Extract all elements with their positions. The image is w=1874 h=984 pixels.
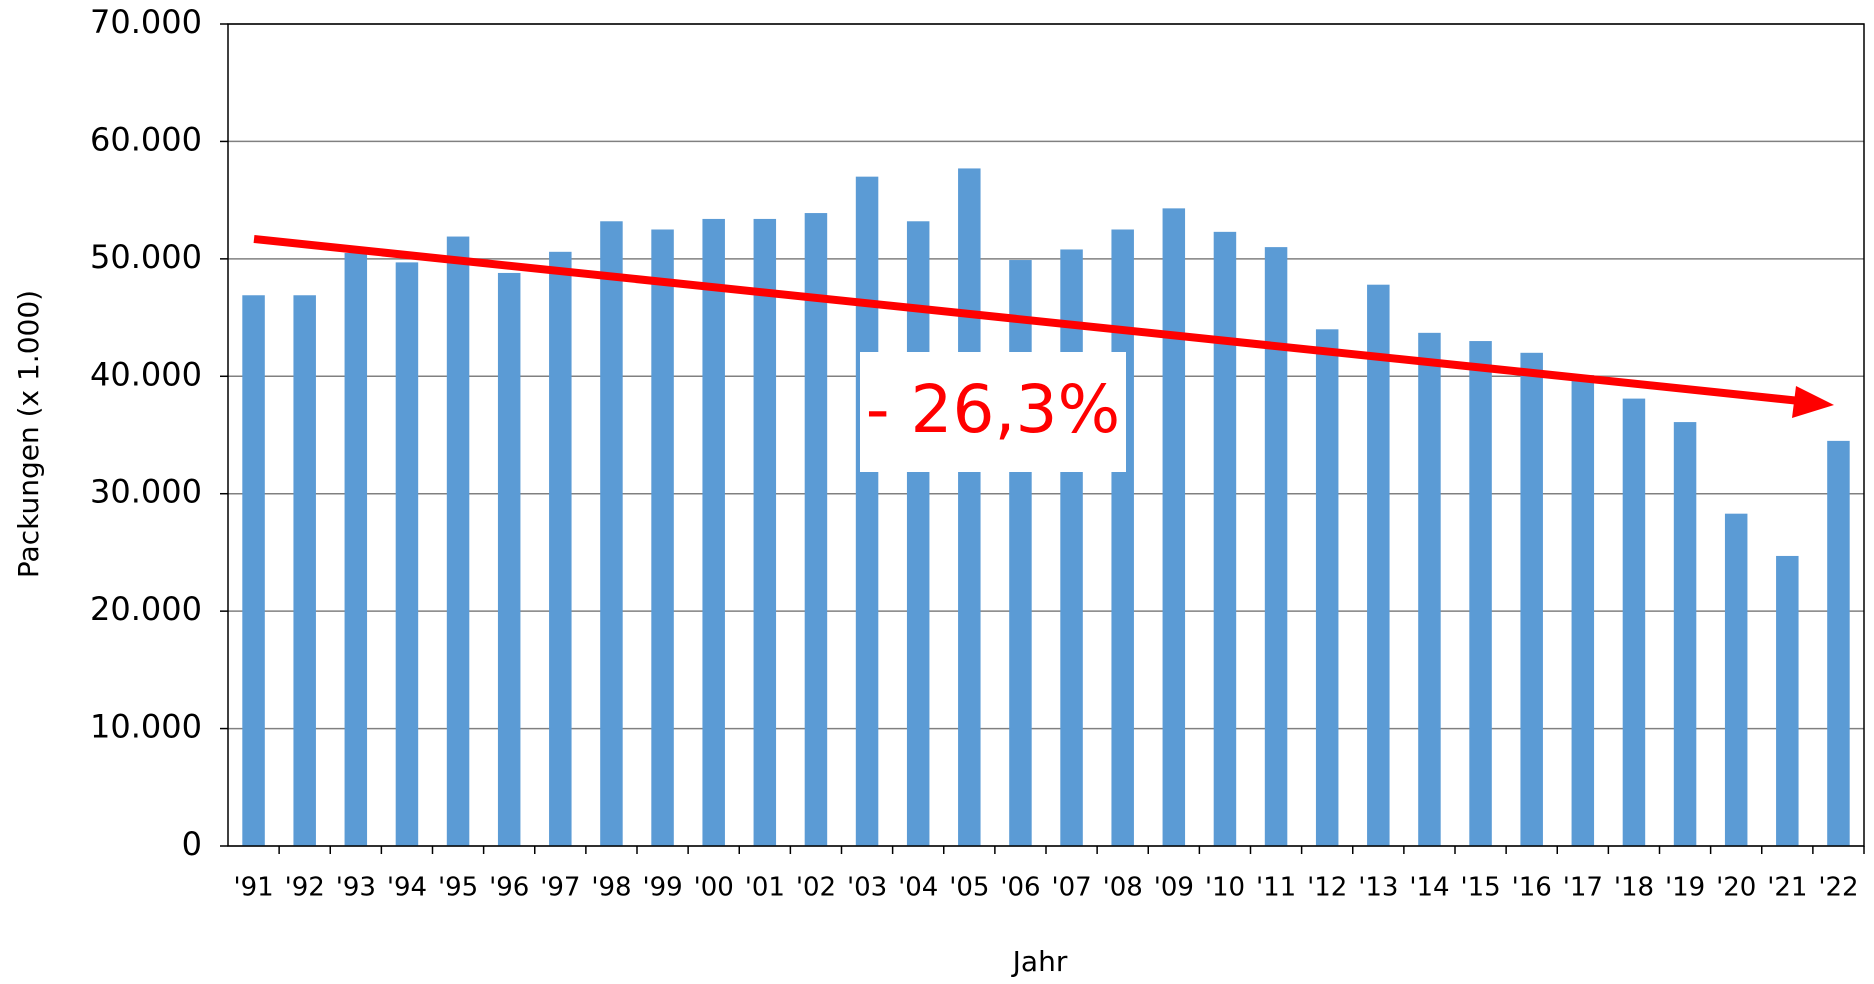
bar <box>1469 341 1492 846</box>
x-tick-label: '97 <box>540 873 580 903</box>
y-tick-label: 60.000 <box>90 120 202 158</box>
y-tick-label: 30.000 <box>90 473 202 511</box>
annotation: - 26,3% <box>866 371 1120 448</box>
bar <box>804 213 828 846</box>
y-tick-label: 20.000 <box>90 590 202 628</box>
x-tick-label: '02 <box>796 873 836 903</box>
x-tick-label: '96 <box>489 873 529 903</box>
bars <box>242 168 1850 847</box>
bar <box>549 251 572 847</box>
bar <box>395 262 419 846</box>
bar <box>1571 375 1595 846</box>
bar <box>242 295 265 846</box>
x-tick-label: '92 <box>285 873 325 903</box>
x-tick-label: '93 <box>336 873 376 903</box>
bar <box>1315 329 1339 846</box>
annotation-box <box>860 352 1126 472</box>
x-tick-label: '98 <box>591 873 631 903</box>
x-tick-label: '10 <box>1205 873 1245 903</box>
x-tick-label: '07 <box>1051 873 1091 903</box>
x-tick-label: '94 <box>387 873 427 903</box>
x-tick-label: '17 <box>1563 873 1603 903</box>
y-tick-label: 70.000 <box>90 3 202 41</box>
x-tick-label: '12 <box>1307 873 1347 903</box>
x-tick-label: '20 <box>1716 873 1756 903</box>
x-tick-label: '15 <box>1460 873 1500 903</box>
bar <box>906 221 930 846</box>
bar <box>293 295 316 846</box>
x-tick-label: '06 <box>1000 873 1040 903</box>
x-tick-label: '03 <box>847 873 887 903</box>
bar <box>1776 555 1799 846</box>
x-tick-label: '09 <box>1154 873 1194 903</box>
x-tick-label: '21 <box>1767 873 1807 903</box>
x-tick-label: '01 <box>745 873 785 903</box>
x-tick-label: '05 <box>949 873 989 903</box>
bar <box>855 176 879 846</box>
bar <box>1418 332 1441 846</box>
bar <box>600 221 623 846</box>
x-tick-label: '19 <box>1665 873 1705 903</box>
bar <box>1622 398 1646 846</box>
x-tick-label: '99 <box>642 873 682 903</box>
bar <box>1520 352 1543 846</box>
bar <box>1213 231 1237 846</box>
x-tick-label: '18 <box>1614 873 1654 903</box>
x-tick-label: '14 <box>1409 873 1449 903</box>
x-tick-label: '04 <box>898 873 938 903</box>
y-tick-label: 10.000 <box>90 708 202 746</box>
x-tick-label: '95 <box>438 873 478 903</box>
x-tick-label: '00 <box>694 873 734 903</box>
bar <box>753 218 777 847</box>
bar <box>1009 260 1032 846</box>
bar <box>1060 249 1083 846</box>
bar <box>446 236 470 846</box>
bar <box>1367 284 1390 847</box>
bar <box>1111 229 1134 846</box>
x-tick-label: '16 <box>1512 873 1552 903</box>
x-tick-label: '13 <box>1358 873 1398 903</box>
arrow-head <box>1792 386 1834 418</box>
bar <box>1264 247 1288 847</box>
bar <box>497 272 521 846</box>
y-tick-label: 40.000 <box>90 355 202 393</box>
x-axis-label: Jahr <box>1011 945 1068 978</box>
x-tick-label: '22 <box>1818 873 1858 903</box>
bar <box>651 229 674 846</box>
bar <box>1162 208 1186 846</box>
x-tick-label: '08 <box>1103 873 1143 903</box>
bar <box>702 218 725 847</box>
bar <box>1673 422 1697 846</box>
x-tick-label: '11 <box>1256 873 1296 903</box>
y-tick-label: 0 <box>182 825 202 863</box>
axes: 0 10.000 20.000 30.000 40.000 50.000 60.000 70.… <box>90 3 1865 903</box>
bar <box>1827 440 1850 846</box>
bar <box>344 252 368 846</box>
bar <box>958 168 981 847</box>
y-axis-label: Packungen (x 1.000) <box>12 290 45 578</box>
trend-arrow <box>253 235 1801 405</box>
y-tick-label: 50.000 <box>90 238 202 276</box>
bar <box>1724 513 1748 846</box>
x-tick-label: '91 <box>233 873 273 903</box>
